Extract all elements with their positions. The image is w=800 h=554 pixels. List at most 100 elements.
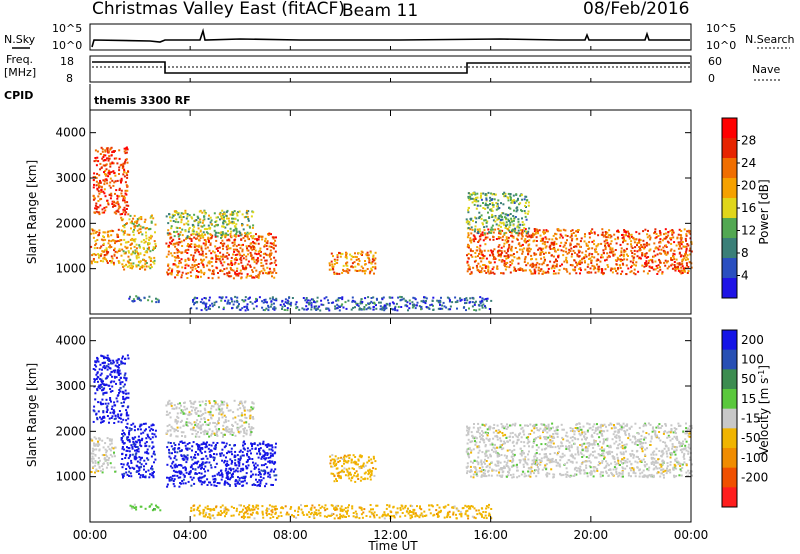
power-data-cell: [190, 240, 193, 242]
power-data-cell: [264, 298, 267, 301]
power-data-cell: [273, 269, 276, 272]
power-data-cell: [481, 234, 484, 237]
power-data-cell: [92, 179, 95, 181]
power-data-cell: [190, 245, 193, 248]
power-data-cell: [151, 214, 153, 217]
vel-data-cell: [118, 410, 121, 412]
vel-data-cell: [95, 413, 98, 416]
power-data-cell: [666, 260, 669, 263]
vel-data-cell: [262, 454, 265, 457]
vel-data-cell: [269, 461, 271, 464]
power-data-cell: [207, 276, 210, 279]
power-data-cell: [111, 162, 114, 165]
power-data-cell: [515, 207, 518, 210]
power-data-cell: [224, 236, 227, 239]
vel-data-cell: [267, 460, 270, 463]
power-data-cell: [592, 239, 595, 242]
power-data-cell: [494, 215, 497, 217]
power-data-cell: [619, 267, 622, 269]
vel-data-cell: [252, 461, 254, 464]
power-data-cell: [541, 242, 544, 245]
power-data-cell: [535, 240, 538, 242]
power-data-cell: [168, 213, 171, 216]
vel-data-cell: [200, 452, 203, 455]
power-data-cell: [204, 212, 207, 215]
power-data-cell: [364, 263, 366, 266]
power-data-cell: [139, 266, 142, 269]
vel-data-cell: [249, 434, 252, 437]
vel-data-cell: [100, 372, 103, 375]
vel-data-cell: [135, 441, 138, 444]
power-data-cell: [497, 224, 500, 227]
power-data-cell: [547, 267, 550, 270]
vel-data-cell: [186, 417, 189, 420]
power-data-cell: [167, 268, 170, 271]
power-data-cell: [579, 263, 582, 266]
power-data-cell: [191, 223, 194, 226]
vel-data-cell: [96, 357, 99, 360]
power-data-cell: [128, 218, 131, 221]
power-data-cell: [283, 308, 286, 311]
vel-data-cell: [109, 411, 112, 414]
vel-data-cell: [221, 448, 224, 451]
vel-data-cell: [126, 406, 129, 409]
power-data-cell: [510, 245, 513, 248]
power-data-cell: [517, 234, 520, 237]
vel-data-cell: [220, 413, 223, 416]
power-data-cell: [180, 276, 183, 279]
power-data-cell: [241, 248, 244, 251]
power-data-cell: [471, 305, 474, 308]
power-data-cell: [132, 300, 135, 303]
power-data-cell: [180, 216, 183, 219]
power-data-cell: [465, 218, 468, 221]
vel-data-cell: [137, 435, 140, 438]
vel-data-cell: [197, 431, 199, 434]
power-data-cell: [583, 260, 586, 263]
power-data-cell: [480, 194, 482, 197]
vel-data-cell: [101, 389, 103, 392]
vel-data-cell: [192, 426, 195, 429]
power-data-cell: [203, 273, 205, 276]
power-data-cell: [95, 176, 98, 179]
power-data-cell: [475, 264, 478, 267]
power-data-cell: [646, 236, 649, 239]
power-data-cell: [152, 261, 155, 263]
power-data-cell: [648, 234, 651, 237]
vel-data-cell: [169, 429, 172, 432]
power-data-cell: [117, 228, 120, 231]
power-data-cell: [475, 300, 477, 303]
power-data-cell: [657, 248, 660, 251]
power-data-cell: [103, 188, 106, 191]
vel-data-cell: [205, 455, 208, 458]
power-data-cell: [269, 249, 272, 252]
vel-data-cell: [223, 461, 226, 464]
vel-data-cell: [234, 462, 237, 465]
power-data-cell: [509, 213, 512, 215]
vel-data-cell: [91, 457, 94, 460]
power-data-cell: [501, 259, 504, 262]
power-data-cell: [239, 258, 242, 261]
vel-data-cell: [218, 408, 221, 411]
power-data-cell: [563, 244, 566, 247]
vel-data-cell: [234, 459, 237, 462]
power-data-cell: [524, 238, 527, 241]
power-data-cell: [340, 304, 343, 307]
vel-data-cell: [173, 478, 176, 481]
power-data-cell: [125, 151, 128, 154]
vel-data-cell: [221, 407, 224, 410]
power-data-cell: [537, 232, 539, 235]
vel-data-cell: [200, 443, 203, 446]
power-data-cell: [120, 189, 123, 192]
power-data-cell: [197, 275, 199, 278]
power-data-cell: [167, 250, 170, 253]
power-data-cell: [341, 296, 344, 299]
power-data-cell: [263, 245, 266, 248]
power-data-cell: [604, 242, 607, 245]
power-data-cell: [347, 299, 350, 302]
power-data-cell: [554, 265, 557, 267]
vel-data-cell: [234, 416, 237, 419]
power-data-cell: [207, 306, 210, 308]
power-data-cell: [633, 238, 636, 241]
vel-data-cell: [134, 453, 137, 456]
vel-data-cell: [128, 438, 131, 441]
